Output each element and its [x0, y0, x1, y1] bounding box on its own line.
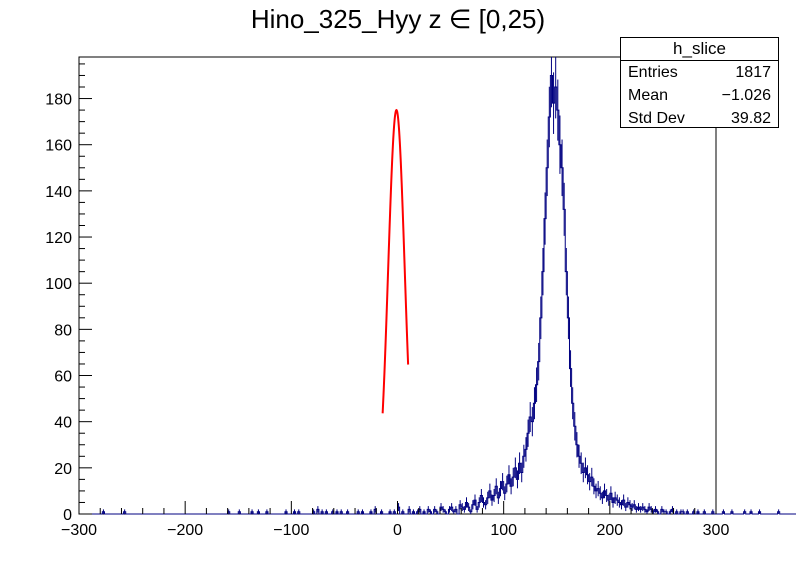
- stats-label: Std Dev: [628, 110, 685, 127]
- stats-row-entries: Entries 1817: [621, 62, 778, 84]
- y-tick-label: 100: [45, 276, 72, 293]
- x-tick-label: 0: [393, 522, 402, 539]
- y-tick-label: 0: [63, 507, 72, 524]
- x-axis: −300 −200 −100 0 100 200 300: [61, 501, 729, 539]
- histogram-layer: [79, 57, 796, 515]
- stats-row-stddev: Std Dev 39.82: [621, 108, 778, 130]
- fit-curve: [381, 108, 410, 414]
- y-tick-label: 40: [54, 415, 72, 432]
- y-tick-label: 140: [45, 184, 72, 201]
- stats-box-name: h_slice: [621, 38, 778, 61]
- x-tick-label: −200: [167, 522, 203, 539]
- stats-row-mean: Mean −1.026: [621, 85, 778, 107]
- y-axis: 0 20 40 60 80 100 120 140 160 180: [45, 63, 92, 524]
- y-tick-label: 120: [45, 230, 72, 247]
- stats-value: −1.026: [721, 87, 771, 104]
- x-tick-label: 300: [703, 522, 730, 539]
- y-tick-label: 160: [45, 138, 72, 155]
- x-tick-label: −300: [61, 522, 97, 539]
- stats-value: 1817: [735, 64, 771, 81]
- stats-label: Mean: [628, 87, 669, 104]
- x-tick-label: −100: [273, 522, 309, 539]
- fit-curve-layer: [381, 108, 410, 414]
- y-tick-label: 80: [54, 322, 72, 339]
- x-tick-label: 200: [596, 522, 623, 539]
- x-tick-label: 100: [490, 522, 517, 539]
- histogram-outline: [79, 74, 796, 515]
- stats-label: Entries: [628, 64, 678, 81]
- stats-value: 39.82: [730, 110, 771, 127]
- stats-box: h_slice Entries 1817 Mean −1.026 Std Dev…: [620, 37, 779, 128]
- y-tick-label: 20: [54, 461, 72, 478]
- y-tick-label: 180: [45, 92, 72, 109]
- chart-title: Hino_325_Hyy z ∈ [0,25): [250, 4, 546, 34]
- y-tick-label: 60: [54, 369, 72, 386]
